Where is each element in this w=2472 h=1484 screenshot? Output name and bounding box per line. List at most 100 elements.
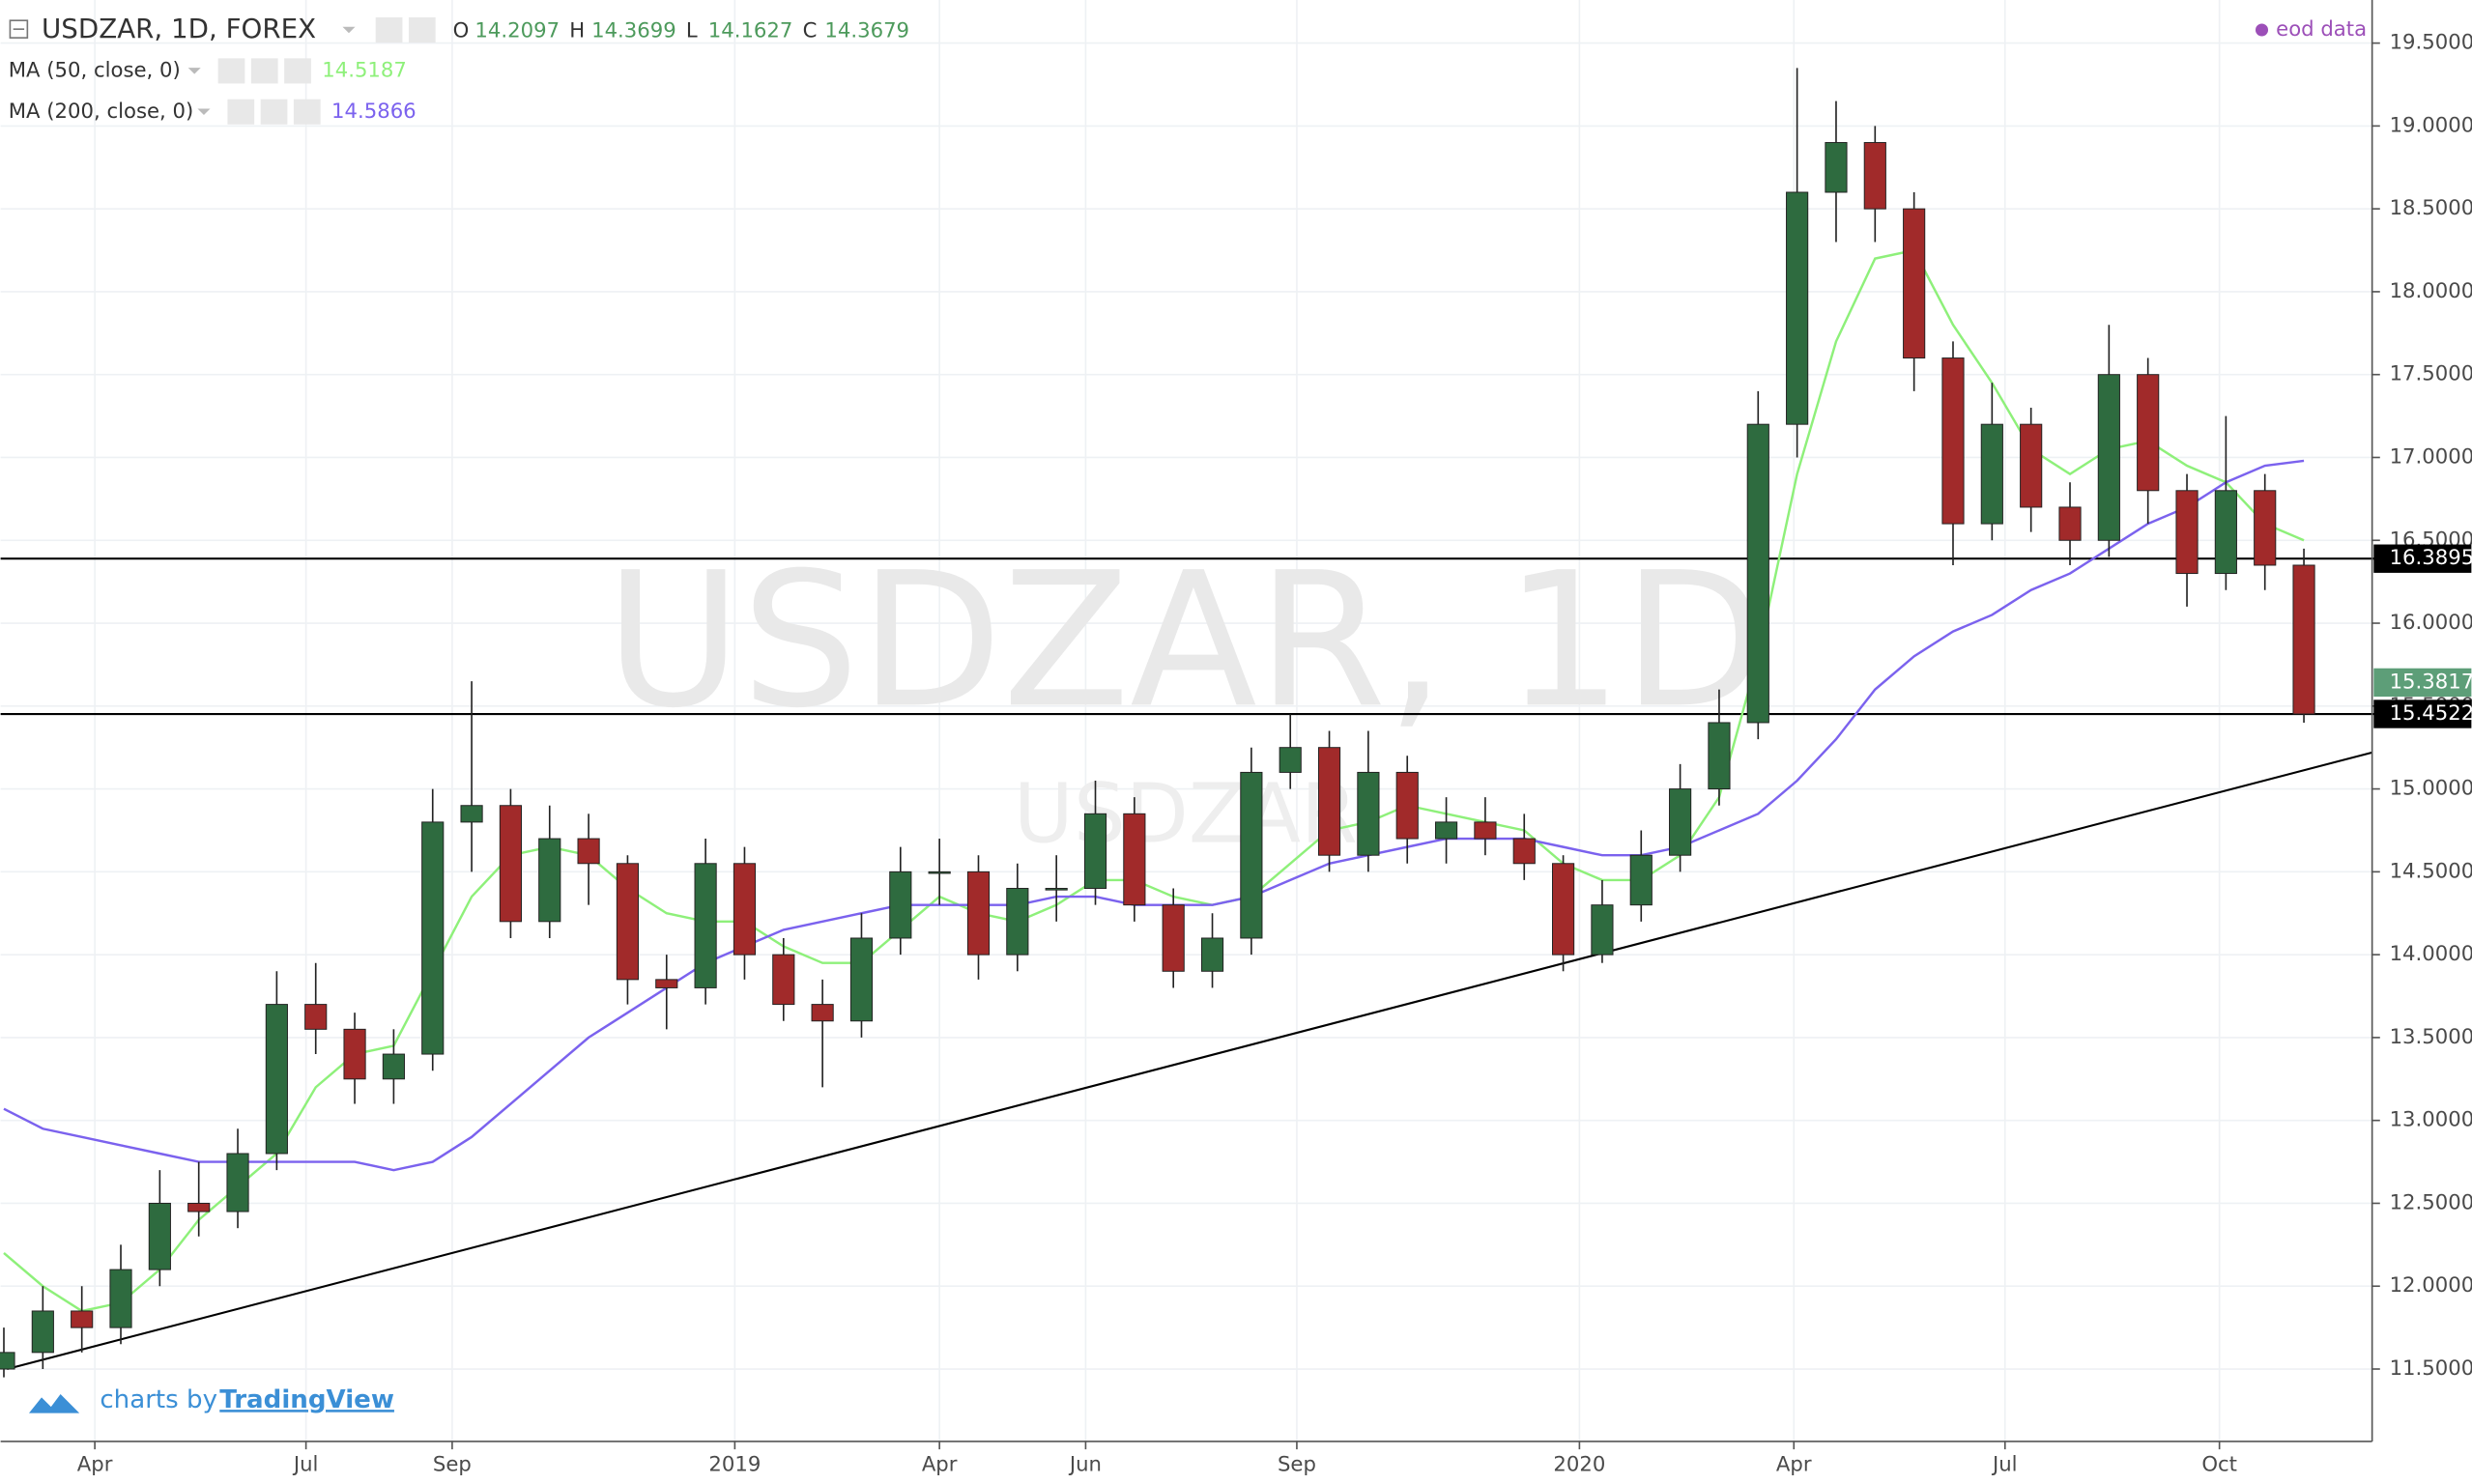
candle-body <box>0 1352 15 1370</box>
candle-body <box>577 838 600 865</box>
candle-body <box>772 954 795 1006</box>
x-tick-label: Apr <box>77 1451 113 1475</box>
branding-prefix: charts by <box>100 1385 217 1414</box>
candle-body <box>1786 191 1809 425</box>
candle-body <box>2097 374 2120 541</box>
ohlc-key: O <box>453 18 470 43</box>
y-tick-label: 16.0000 <box>2390 610 2472 634</box>
ohlc-value: 14.2097 <box>474 18 560 43</box>
candle-body <box>811 1004 834 1022</box>
candle-body <box>889 870 912 939</box>
legend-button[interactable] <box>284 58 311 84</box>
y-tick-label: 17.0000 <box>2390 443 2472 468</box>
x-tick-label: Jul <box>292 1451 319 1475</box>
x-tick-label: Jul <box>1991 1451 2018 1475</box>
candle-body <box>1552 863 1575 956</box>
candle-body <box>1434 821 1458 840</box>
y-tick-label: 15.0000 <box>2390 776 2472 800</box>
candle-body <box>1825 142 1848 193</box>
candle-body <box>187 1202 211 1213</box>
tradingview-logo <box>28 1394 80 1413</box>
candle-body <box>966 870 991 956</box>
axes: 11.5000 12.0000 12.5000 13.0000 13.5000 14.00… <box>77 30 2472 1476</box>
candle-body <box>733 863 757 956</box>
candle-body <box>71 1310 94 1328</box>
candle-body <box>1941 357 1965 525</box>
candle-body <box>304 1004 328 1030</box>
watermark: USDZAR, 1D <box>605 532 1766 749</box>
collapse-icon[interactable] <box>9 19 29 39</box>
candle-body <box>2137 374 2160 492</box>
ohlc-value: 14.1627 <box>708 18 793 43</box>
legend-dropdown[interactable] <box>187 68 201 74</box>
y-tick-label: 14.0000 <box>2390 941 2472 965</box>
candle-body <box>616 863 640 981</box>
ohlc-values: O 14.2097 H 14.3699 L 14.1627 C 14.3679 <box>453 18 909 43</box>
candle-body <box>849 937 874 1022</box>
candle-body <box>1200 937 1224 972</box>
x-tick-label: Sep <box>433 1451 472 1475</box>
candle-body <box>1591 904 1614 956</box>
candle-body <box>694 863 717 988</box>
candle-body <box>1746 423 1769 724</box>
price-label-box <box>2373 668 2472 698</box>
legend-button[interactable] <box>260 99 288 125</box>
legend-value: 14.5866 <box>331 99 417 123</box>
eye-button[interactable] <box>375 16 403 43</box>
candle-body <box>655 979 678 988</box>
candle-body <box>1980 423 2003 525</box>
x-tick-label: Oct <box>2201 1451 2237 1475</box>
candle-body <box>1317 747 1341 856</box>
x-tick-label: Jun <box>1068 1451 1102 1475</box>
candle-body <box>2058 506 2082 541</box>
candle-body <box>226 1153 249 1213</box>
ohlc-value: 14.3699 <box>591 18 676 43</box>
price-label: 15.3817 <box>2390 669 2472 693</box>
candle-body <box>1162 904 1185 972</box>
y-tick-label: 14.5000 <box>2390 858 2472 882</box>
candle-body <box>538 838 561 923</box>
legend-button[interactable] <box>293 99 321 125</box>
legend-button[interactable] <box>227 99 255 125</box>
candle-body <box>928 870 951 874</box>
legend-label[interactable]: MA (50, close, 0) <box>9 57 181 81</box>
y-tick-label: 13.0000 <box>2390 1107 2472 1131</box>
legend: MA (50, close, 0) 14.5187 MA (200, close, … <box>9 57 417 125</box>
ohlc-key: C <box>803 18 818 43</box>
y-tick-label: 19.5000 <box>2390 30 2472 54</box>
y-tick-label: 18.0000 <box>2390 278 2472 302</box>
legend-button[interactable] <box>217 58 245 84</box>
candle-body <box>2292 564 2315 715</box>
plot <box>0 68 2472 1378</box>
candle-body <box>2175 490 2199 575</box>
legend-dropdown[interactable] <box>197 108 211 116</box>
candle-body <box>1395 771 1419 840</box>
y-tick-label: 11.5000 <box>2390 1356 2472 1380</box>
dropdown-arrow[interactable] <box>342 26 356 34</box>
candle-body <box>1357 771 1380 856</box>
x-tick-label: Sep <box>1278 1451 1316 1475</box>
y-tick-label: 12.0000 <box>2390 1272 2472 1297</box>
candle-body <box>343 1028 366 1080</box>
watermark-small: USDZAR <box>1014 765 1358 861</box>
candle-body <box>1045 888 1068 891</box>
ohlc-key: H <box>569 18 585 43</box>
legend-label[interactable]: MA (200, close, 0) <box>9 99 193 123</box>
candle-body <box>421 821 445 1055</box>
candle-body <box>31 1310 54 1354</box>
ohlc-key: L <box>686 18 698 43</box>
candle-body <box>1708 722 1731 790</box>
legend-button[interactable] <box>250 58 278 84</box>
branding-link[interactable]: TradingView <box>219 1385 394 1414</box>
y-tick-label: 18.5000 <box>2390 195 2472 219</box>
y-tick-label: 12.5000 <box>2390 1189 2472 1213</box>
candle-body <box>1279 747 1302 773</box>
candle-body <box>1240 771 1263 939</box>
candle-body <box>2020 423 2043 508</box>
trend-line[interactable] <box>7 751 2372 1371</box>
settings-button[interactable] <box>408 16 436 43</box>
symbol-title: USDZAR, 1D, FOREX <box>42 13 316 44</box>
price-label-box <box>2373 544 2472 573</box>
